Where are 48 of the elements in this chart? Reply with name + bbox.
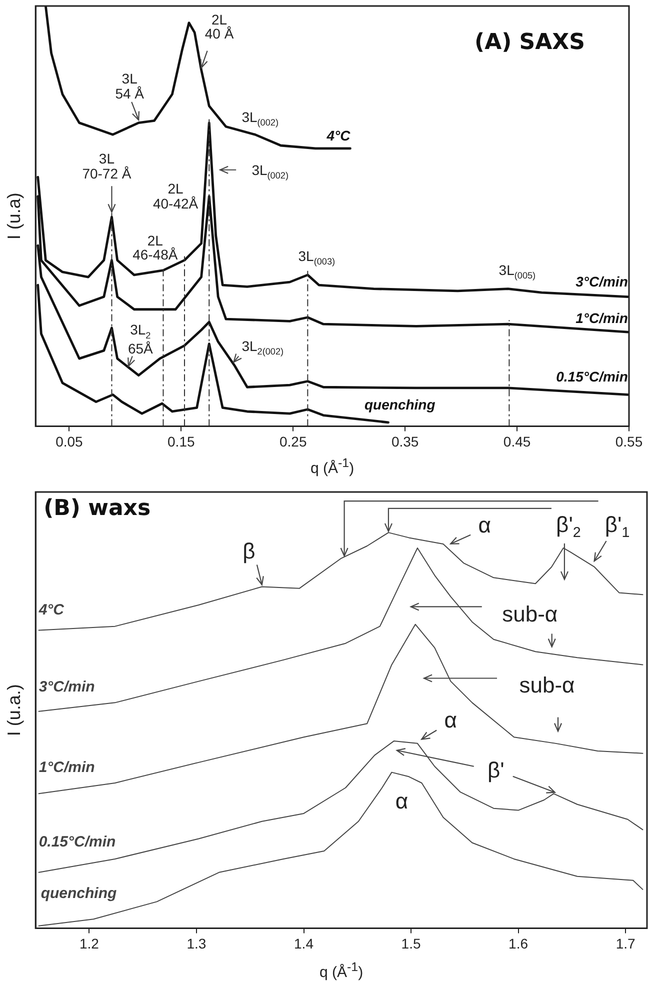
annotation: α: [395, 788, 408, 814]
x-tick-label: 1.5: [401, 935, 421, 952]
series-label: 0.15°C/min: [556, 368, 628, 385]
annotation: 3L$_{(005)}$: [498, 261, 536, 281]
annotation: 3L$_{2}$ 65Å: [128, 322, 153, 356]
annotation: α: [478, 512, 491, 538]
chart-title: (B) waxs: [44, 496, 151, 521]
series-label: 4°C: [326, 127, 352, 144]
x-tick-label: 1.6: [508, 935, 528, 952]
x-tick-label: 0.55: [615, 433, 643, 450]
x-tick-label: 0.45: [503, 433, 531, 450]
series-label: quenching: [40, 884, 117, 902]
series-label: 4°C: [38, 601, 66, 618]
series-label: 3°C/min: [38, 678, 95, 696]
annotation: 3L 70-72 Å: [82, 150, 132, 182]
x-tick-label: 0.25: [279, 433, 307, 450]
annotation: 2L 46-48Å: [132, 232, 178, 263]
y-axis-title: I (u.a.): [4, 684, 24, 736]
x-axis-title: q (Å$^{-1}$): [319, 960, 364, 981]
series-label: 1°C/min: [38, 758, 95, 776]
x-tick-label: 1.3: [186, 935, 206, 952]
annotation: 3L$_{(002)}$: [242, 109, 279, 128]
annotation: 2L 40-42Å: [152, 180, 198, 212]
x-tick-label: 0.35: [391, 433, 419, 450]
annotation: 3L$_{2(002)}$: [242, 338, 284, 358]
annotation: β': [487, 758, 504, 783]
series-label: 3°C/min: [576, 274, 628, 290]
annotation: 2L 40 Å: [204, 11, 234, 42]
series-label: 0.15°C/min: [38, 834, 116, 851]
x-tick-label: 0.15: [168, 433, 195, 450]
x-tick-label: 1.4: [294, 935, 314, 952]
annotation: sub-α: [502, 601, 558, 626]
annotation: β'$_{2}$: [556, 512, 581, 542]
annotation: β'$_{1}$: [604, 512, 630, 542]
annotation: 3L$_{(002)}$: [252, 162, 288, 182]
annotation: α: [444, 708, 457, 733]
text: (A) SAXS: [474, 30, 585, 55]
series-label: quenching: [364, 396, 436, 412]
series-label: 1°C/min: [576, 310, 628, 326]
annotation: 3L 54 Å: [115, 70, 144, 101]
x-tick-label: 1.2: [79, 935, 100, 952]
annotation: sub-α: [519, 672, 575, 698]
x-tick-label: 1.7: [616, 935, 636, 952]
x-axis-title: q (Å$^{-1}$): [310, 456, 354, 477]
annotation: 3L$_{(003)}$: [298, 248, 336, 268]
annotation: β: [242, 538, 256, 564]
y-axis-title: I (u.a): [4, 192, 24, 240]
x-tick-label: 0.05: [56, 433, 84, 450]
